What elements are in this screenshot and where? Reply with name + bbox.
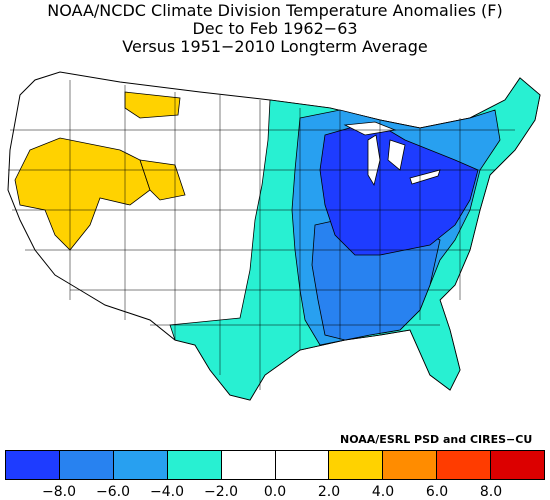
legend-tick-label: −6.0 [96, 484, 130, 500]
legend-swatch-10 [491, 451, 545, 479]
map-title-line-2: Dec to Feb 1962−63 [192, 19, 358, 38]
legend-tick-label: 8.0 [479, 484, 503, 500]
legend-tick-label: −8.0 [42, 484, 76, 500]
legend-tick-label: 6.0 [425, 484, 449, 500]
legend-swatch-3 [113, 451, 168, 479]
us-anomaly-map [7, 71, 541, 401]
lake-erie [409, 169, 441, 185]
legend-swatch-9 [437, 451, 492, 479]
legend-swatch-8 [383, 451, 438, 479]
division-boundaries [8, 80, 515, 390]
map-title-line-3: Versus 1951−2010 Longterm Average [122, 37, 428, 56]
region-great-lakes-cold [319, 124, 479, 256]
legend-tick-label: −4.0 [150, 484, 184, 500]
legend-swatch-4 [167, 451, 222, 479]
data-credit: NOAA/ESRL PSD and CIRES−CU [340, 433, 533, 446]
legend-swatch-7 [329, 451, 384, 479]
legend-swatch-1 [6, 451, 60, 479]
legend-swatch-6 [275, 451, 330, 479]
legend-tick-label: 0.0 [263, 484, 287, 500]
lake-michigan [367, 134, 381, 187]
map-title-line-1: NOAA/NCDC Climate Division Temperature A… [47, 1, 503, 20]
legend-tick-label: 4.0 [371, 484, 395, 500]
legend-tick-label: −2.0 [204, 484, 238, 500]
legend-tick-label: 2.0 [317, 484, 341, 500]
legend-swatch-2 [59, 451, 114, 479]
color-legend [5, 450, 545, 480]
legend-swatch-5 [221, 451, 276, 479]
region-northwest-warm [14, 137, 151, 251]
